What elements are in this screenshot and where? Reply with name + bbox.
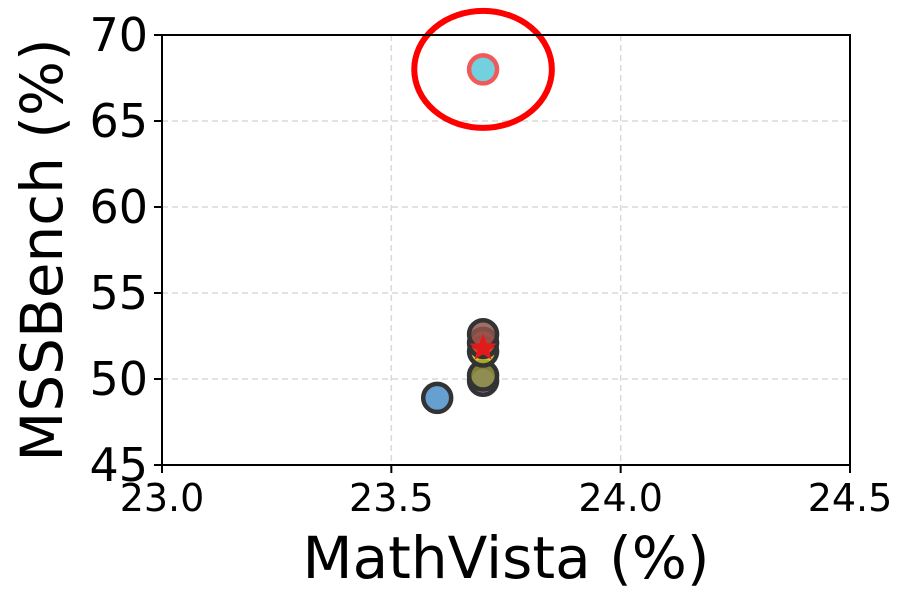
y-axis-label: MSSBench (%) <box>8 38 76 461</box>
star-marker <box>469 333 497 360</box>
data-point <box>466 53 500 86</box>
y-tick-label: 65 <box>89 94 148 148</box>
y-tick-label: 50 <box>89 352 148 406</box>
x-tick-label: 23.0 <box>120 476 205 520</box>
data-point <box>420 381 454 415</box>
grid-lines <box>162 35 850 465</box>
x-ticks: 23.0 23.5 24.0 24.5 <box>120 465 893 520</box>
x-axis-label: MathVista (%) <box>303 524 710 592</box>
x-tick-label: 23.5 <box>349 476 434 520</box>
highlight-layer <box>411 7 555 360</box>
plot-frame <box>161 34 851 466</box>
highlight-ellipse <box>411 7 555 131</box>
y-tick-label: 70 <box>89 8 148 62</box>
y-tick-label: 55 <box>89 266 148 320</box>
y-tick-label: 60 <box>89 180 148 234</box>
y-ticks: 45 50 55 60 65 70 <box>89 8 162 492</box>
x-tick-label: 24.5 <box>808 476 893 520</box>
y-tick-label: 45 <box>89 438 148 492</box>
x-tick-label: 24.0 <box>578 476 663 520</box>
